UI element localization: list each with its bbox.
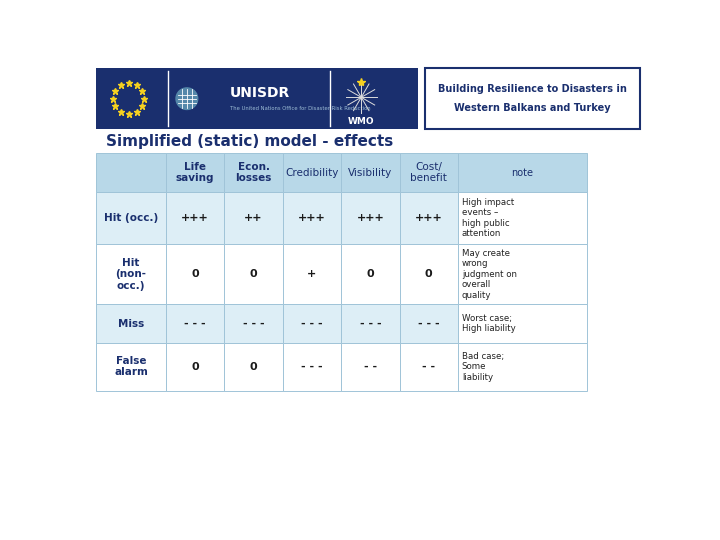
Bar [341, 244, 400, 304]
Bar [458, 343, 588, 390]
Bar [225, 192, 283, 244]
Bar [96, 244, 166, 304]
Text: Miss: Miss [118, 319, 144, 328]
Text: Life
saving: Life saving [176, 162, 215, 184]
Text: 0: 0 [192, 362, 199, 372]
Text: Credibility: Credibility [285, 167, 338, 178]
Text: 0: 0 [192, 269, 199, 279]
Text: 0: 0 [250, 362, 258, 372]
Text: +++: +++ [415, 213, 443, 223]
Text: Econ.
losses: Econ. losses [235, 162, 271, 184]
Text: +++: +++ [356, 213, 384, 223]
Text: - - -: - - - [184, 319, 206, 328]
Bar [283, 304, 341, 343]
Bar [96, 343, 166, 390]
Text: Hit (occ.): Hit (occ.) [104, 213, 158, 223]
Text: Cost/
benefit: Cost/ benefit [410, 162, 447, 184]
Text: +++: +++ [181, 213, 209, 223]
Text: - -: - - [422, 362, 436, 372]
Bar [425, 68, 640, 130]
Text: - - -: - - - [418, 319, 439, 328]
Bar [400, 304, 458, 343]
Bar [283, 192, 341, 244]
Text: The United Nations Office for Disaster Risk Reduction: The United Nations Office for Disaster R… [230, 106, 370, 111]
Text: +++: +++ [298, 213, 326, 223]
Bar [458, 192, 588, 244]
Bar [225, 244, 283, 304]
Text: - - -: - - - [301, 362, 323, 372]
Text: Worst case;
High liability: Worst case; High liability [462, 314, 516, 333]
Text: High impact
events –
high public
attention: High impact events – high public attenti… [462, 198, 514, 238]
Text: 0: 0 [425, 269, 433, 279]
Bar [400, 343, 458, 390]
Text: 0: 0 [366, 269, 374, 279]
Bar [400, 153, 458, 192]
Text: WMO: WMO [348, 117, 374, 126]
Text: Western Balkans and Turkey: Western Balkans and Turkey [454, 103, 611, 113]
Bar [283, 244, 341, 304]
Text: False
alarm: False alarm [114, 356, 148, 377]
Bar [400, 244, 458, 304]
Text: - - -: - - - [243, 319, 264, 328]
Bar [283, 343, 341, 390]
Bar [166, 244, 225, 304]
Text: Visibility: Visibility [348, 167, 392, 178]
Bar [400, 192, 458, 244]
Bar [458, 244, 588, 304]
Text: ++: ++ [244, 213, 263, 223]
Text: - -: - - [364, 362, 377, 372]
Bar [225, 153, 283, 192]
Circle shape [176, 88, 198, 110]
Text: 0: 0 [250, 269, 258, 279]
Bar [341, 304, 400, 343]
Bar [166, 192, 225, 244]
Bar [458, 153, 588, 192]
Bar [341, 192, 400, 244]
Bar [96, 153, 166, 192]
Text: - - -: - - - [359, 319, 381, 328]
Text: UNISDR: UNISDR [230, 86, 289, 100]
Bar [225, 343, 283, 390]
Bar [96, 192, 166, 244]
Bar [166, 343, 225, 390]
Text: - - -: - - - [301, 319, 323, 328]
Bar [166, 304, 225, 343]
Bar [341, 153, 400, 192]
Text: Building Resilience to Disasters in: Building Resilience to Disasters in [438, 84, 627, 94]
Text: Simplified (static) model - effects: Simplified (static) model - effects [106, 134, 392, 149]
Bar [225, 304, 283, 343]
Bar [458, 304, 588, 343]
Bar [283, 153, 341, 192]
Bar [166, 153, 225, 192]
Text: note: note [512, 167, 534, 178]
Text: Hit
(non-
occ.): Hit (non- occ.) [116, 258, 147, 291]
Text: Bad case;
Some
liability: Bad case; Some liability [462, 352, 504, 382]
Text: May create
wrong
judgment on
overall
quality: May create wrong judgment on overall qua… [462, 249, 517, 300]
Bar [96, 304, 166, 343]
Bar [341, 343, 400, 390]
Bar [96, 68, 418, 130]
Text: +: + [307, 269, 317, 279]
